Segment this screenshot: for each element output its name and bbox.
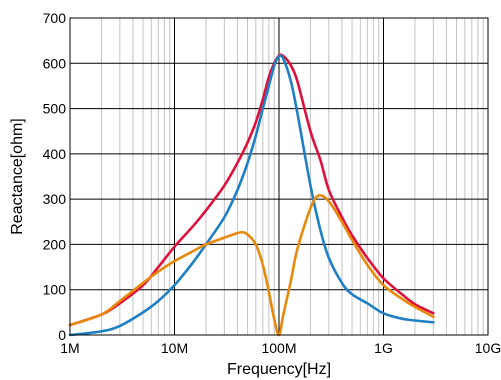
grid-minor — [100, 18, 484, 335]
y-tick-label: 0 — [58, 327, 66, 343]
x-tick-labels: 1M 10M 100M 1G 10G — [60, 340, 501, 356]
y-tick-label: 300 — [43, 191, 67, 207]
x-tick-label: 1G — [374, 340, 393, 356]
x-tick-label: 10G — [475, 340, 501, 356]
y-tick-label: 500 — [43, 101, 67, 117]
x-tick-label: 10M — [161, 340, 188, 356]
y-axis-label: Reactance[ohm] — [9, 118, 26, 235]
x-tick-label: 100M — [261, 340, 296, 356]
y-tick-label: 700 — [43, 10, 67, 26]
series-layer — [68, 53, 435, 337]
y-tick-label: 100 — [43, 282, 67, 298]
x-axis-label: Frequency[Hz] — [227, 361, 331, 378]
plot-frame — [69, 17, 489, 336]
y-tick-label: 200 — [43, 236, 67, 252]
y-tick-label: 600 — [43, 55, 67, 71]
series-line-3 — [68, 193, 435, 337]
y-tick-labels: 0 100 200 300 400 500 600 700 — [43, 10, 67, 343]
x-tick-label: 1M — [60, 340, 79, 356]
y-tick-label: 400 — [43, 146, 67, 162]
series-line-2 — [68, 54, 435, 337]
